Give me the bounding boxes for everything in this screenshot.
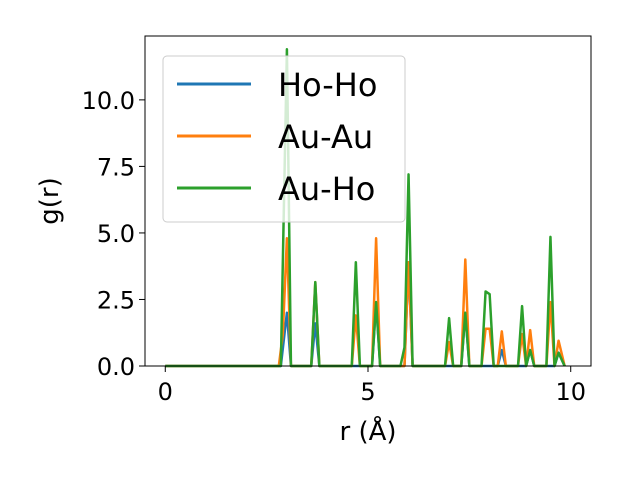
legend-label-au-ho: Au-Ho (278, 170, 375, 208)
legend-entries: Ho-Ho Au-Au Au-Ho (177, 66, 377, 208)
y-tick-label: 0.0 (97, 353, 135, 381)
x-tick-label: 10 (555, 378, 586, 406)
x-tick-label: 5 (360, 378, 375, 406)
series-line-au-au (165, 237, 566, 368)
legend-label-au-au: Au-Au (278, 118, 373, 156)
legend-label-ho-ho: Ho-Ho (278, 66, 377, 104)
y-tick-label: 5.0 (97, 220, 135, 248)
y-tick-label: 7.5 (97, 153, 135, 181)
legend: Ho-Ho Au-Au Au-Ho (162, 55, 406, 223)
x-tick-label: 0 (158, 378, 173, 406)
y-axis-label: g(r) (35, 177, 65, 224)
legend-box (162, 55, 406, 223)
y-tick-label: 2.5 (97, 286, 135, 314)
ticks-layer: 0 5 10 0.0 2.5 5.0 7.5 10.0 (82, 87, 586, 406)
x-axis-label: r (Å) (339, 415, 396, 447)
y-tick-label: 10.0 (82, 87, 135, 115)
